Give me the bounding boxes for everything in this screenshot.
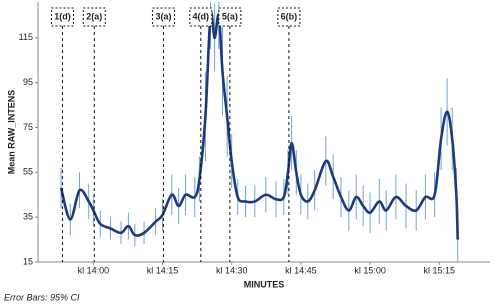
y-axis-label: Mean RAW_INTENS	[6, 90, 16, 175]
event-label: 4(d)	[193, 11, 210, 21]
footnote: Error Bars: 95% CI	[4, 292, 80, 302]
x-tick-label: kl 15:15	[423, 265, 455, 275]
event-label-box	[277, 7, 301, 27]
x-tick-label: kl 15:00	[354, 265, 386, 275]
event-label: 3(a)	[155, 11, 171, 21]
y-tick-label: 15	[23, 256, 33, 266]
x-tick-label: kl 14:15	[147, 265, 179, 275]
event-label: 6(b)	[281, 11, 298, 21]
plot-area	[59, 2, 460, 262]
x-tick-label: kl 14:45	[285, 265, 317, 275]
event-label-box	[50, 7, 74, 27]
x-tick-label: kl 14:30	[216, 265, 248, 275]
event-label-box	[82, 7, 106, 27]
y-tick-label: 55	[23, 167, 33, 177]
y-tick-label: 35	[23, 212, 33, 222]
x-tick-label: kl 14:00	[78, 265, 110, 275]
event-label-box	[151, 7, 175, 27]
event-label-box	[189, 7, 213, 27]
event-label-box	[218, 7, 242, 27]
event-label: 2(a)	[86, 11, 102, 21]
event-label: 5(a)	[222, 11, 238, 21]
x-axis-label: MINUTES	[244, 279, 285, 289]
y-tick-label: 95	[23, 77, 33, 87]
y-tick-label: 115	[19, 32, 33, 42]
data-line	[59, 11, 460, 240]
event-label: 1(d)	[54, 11, 71, 21]
y-tick-label: 75	[23, 122, 33, 132]
